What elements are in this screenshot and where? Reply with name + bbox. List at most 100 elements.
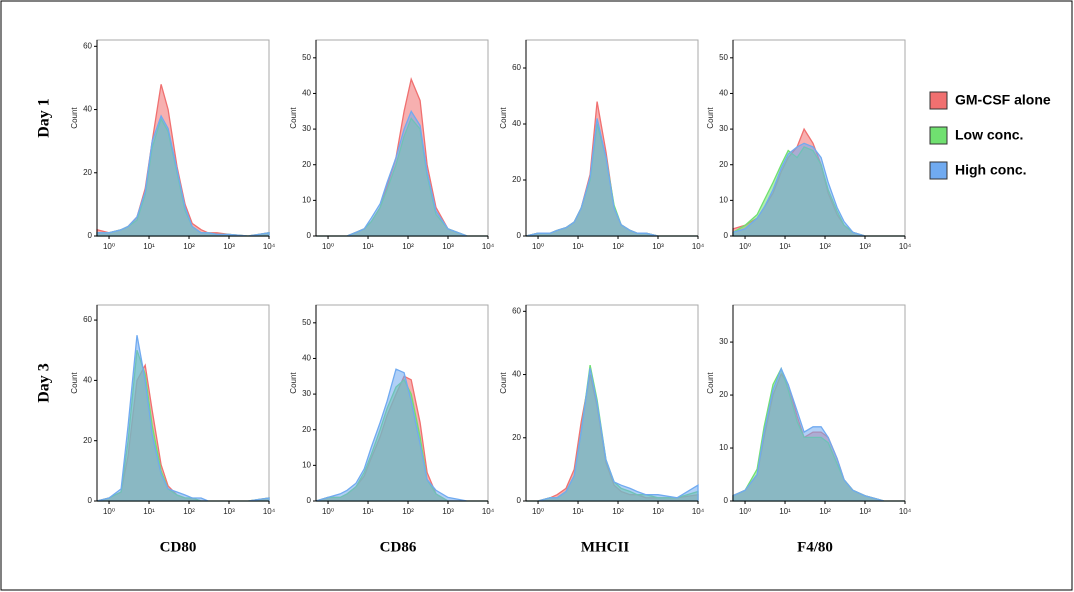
- y-tick-label: 20: [302, 425, 311, 434]
- x-tick-label: 10¹: [143, 507, 155, 516]
- y-tick-label: 50: [302, 53, 311, 62]
- x-tick-label: 10⁰: [739, 242, 751, 251]
- x-axis-label: CD80: [160, 539, 197, 555]
- y-tick-label: 20: [719, 390, 728, 399]
- y-tick-label: 60: [83, 41, 92, 50]
- y-tick-label: 20: [512, 175, 521, 184]
- y-tick-label: 40: [512, 119, 521, 128]
- legend-label: GM-CSF alone: [955, 92, 1051, 108]
- x-tick-label: 10³: [652, 507, 664, 516]
- y-tick-label: 50: [302, 318, 311, 327]
- x-tick-label: 10⁴: [482, 242, 495, 251]
- y-tick-label: 40: [302, 89, 311, 98]
- histogram-area: [315, 368, 488, 502]
- x-tick-label: 10⁰: [532, 242, 544, 251]
- x-tick-label: 10⁴: [899, 507, 912, 516]
- y-tick-label: 40: [512, 370, 521, 379]
- legend-swatch: [929, 126, 948, 145]
- y-tick-label: 20: [512, 433, 521, 442]
- x-tick-label: 10¹: [143, 242, 155, 251]
- x-tick-label: 10¹: [779, 242, 791, 251]
- histogram-area: [96, 114, 270, 237]
- x-tick-label: 10⁴: [482, 507, 495, 516]
- y-tick-label: 20: [83, 436, 92, 445]
- x-tick-label: 10¹: [362, 242, 374, 251]
- y-tick-label: 40: [719, 89, 728, 98]
- y-tick-label: 10: [302, 195, 311, 204]
- y-axis-label: Count: [706, 107, 715, 129]
- legend-swatch: [929, 161, 948, 180]
- x-axis-label: MHCII: [581, 539, 629, 555]
- y-tick-label: 10: [719, 195, 728, 204]
- y-tick-label: 30: [719, 337, 728, 346]
- y-tick-label: 30: [302, 389, 311, 398]
- y-tick-label: 30: [719, 124, 728, 133]
- x-tick-label: 10⁰: [103, 507, 115, 516]
- y-tick-label: 10: [719, 443, 728, 452]
- x-tick-label: 10¹: [362, 507, 374, 516]
- histogram-area: [526, 368, 699, 502]
- y-tick-label: 40: [83, 375, 92, 384]
- y-axis-label: Count: [706, 372, 715, 394]
- x-tick-label: 10⁰: [322, 242, 334, 251]
- x-tick-label: 10³: [442, 507, 454, 516]
- y-tick-label: 40: [302, 354, 311, 363]
- y-tick-label: 20: [719, 160, 728, 169]
- x-tick-label: 10⁰: [532, 507, 544, 516]
- y-tick-label: 0: [724, 496, 729, 505]
- y-tick-label: 0: [88, 496, 93, 505]
- x-tick-label: 10¹: [572, 242, 584, 251]
- x-tick-label: 10¹: [779, 507, 791, 516]
- y-tick-label: 50: [719, 53, 728, 62]
- x-tick-label: 10³: [223, 242, 235, 251]
- y-tick-label: 0: [724, 231, 729, 240]
- y-axis-label: Count: [70, 372, 79, 394]
- y-tick-label: 0: [517, 496, 522, 505]
- x-tick-label: 10³: [223, 507, 235, 516]
- y-tick-label: 0: [307, 496, 312, 505]
- x-tick-label: 10²: [402, 507, 414, 516]
- row-label: Day 3: [36, 363, 53, 403]
- x-tick-label: 10⁴: [263, 507, 276, 516]
- y-axis-label: Count: [289, 372, 298, 394]
- x-tick-label: 10¹: [572, 507, 584, 516]
- y-axis-label: Count: [70, 107, 79, 129]
- legend-swatch: [929, 91, 948, 110]
- x-tick-label: 10⁰: [739, 507, 751, 516]
- x-axis-label: CD86: [380, 539, 417, 555]
- x-tick-label: 10⁴: [263, 242, 276, 251]
- x-tick-label: 10⁴: [692, 507, 705, 516]
- x-tick-label: 10²: [819, 242, 831, 251]
- y-tick-label: 20: [83, 168, 92, 177]
- x-tick-label: 10²: [612, 242, 624, 251]
- x-tick-label: 10⁰: [322, 507, 334, 516]
- x-tick-label: 10³: [652, 242, 664, 251]
- y-tick-label: 0: [307, 231, 312, 240]
- y-tick-label: 10: [302, 460, 311, 469]
- x-axis-label: F4/80: [797, 539, 833, 555]
- y-tick-label: 30: [302, 124, 311, 133]
- x-tick-label: 10⁰: [103, 242, 115, 251]
- y-tick-label: 60: [512, 63, 521, 72]
- legend-label: High conc.: [955, 162, 1027, 178]
- x-tick-label: 10⁴: [899, 242, 912, 251]
- y-axis-label: Count: [499, 107, 508, 129]
- y-tick-label: 60: [512, 306, 521, 315]
- y-tick-label: 20: [302, 160, 311, 169]
- y-tick-label: 0: [517, 231, 522, 240]
- x-tick-label: 10²: [819, 507, 831, 516]
- histogram-area: [732, 142, 905, 237]
- x-tick-label: 10²: [183, 507, 195, 516]
- x-tick-label: 10³: [859, 507, 871, 516]
- y-tick-label: 40: [83, 105, 92, 114]
- histogram-area: [732, 366, 905, 502]
- y-axis-label: Count: [289, 107, 298, 129]
- x-tick-label: 10³: [442, 242, 454, 251]
- plot-frame: [525, 304, 699, 502]
- y-tick-label: 0: [88, 231, 93, 240]
- x-tick-label: 10³: [859, 242, 871, 251]
- x-tick-label: 10⁴: [692, 242, 705, 251]
- y-tick-label: 60: [83, 315, 92, 324]
